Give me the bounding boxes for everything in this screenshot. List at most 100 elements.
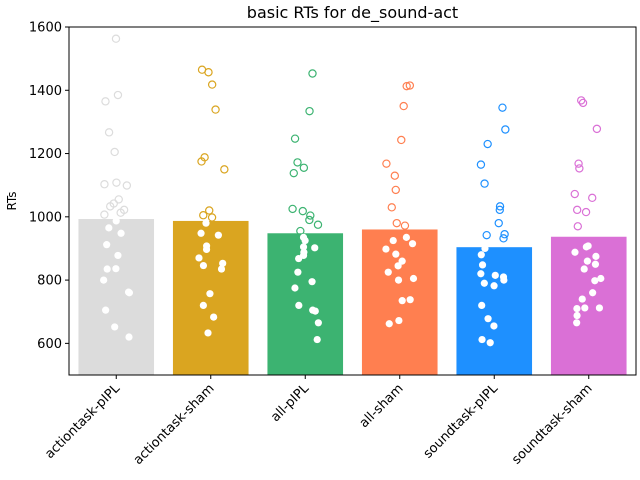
data-point (125, 333, 133, 341)
data-point (578, 295, 586, 303)
data-point (103, 241, 111, 249)
data-point (291, 284, 299, 292)
data-point (204, 68, 213, 77)
data-point (113, 90, 123, 100)
data-point (114, 195, 123, 204)
x-tick-label: actiontask-sham (131, 381, 218, 468)
data-point (219, 259, 227, 267)
data-point (106, 202, 115, 211)
data-point (290, 134, 300, 143)
data-point (100, 276, 108, 284)
data-point (405, 81, 415, 90)
axes-frame (68, 26, 637, 376)
data-point (112, 178, 121, 187)
data-point (397, 135, 406, 145)
data-point (125, 289, 134, 297)
x-tick-label: soundtask-sham (509, 381, 595, 467)
chart-title: basic RTs for de_sound-act (247, 3, 458, 23)
data-point (207, 213, 217, 222)
data-point (296, 226, 305, 236)
data-point (477, 251, 485, 259)
data-point (408, 240, 417, 248)
y-tick-label: 600 (37, 337, 62, 352)
data-point (311, 307, 319, 315)
data-point (102, 306, 110, 314)
y-tick-label: 1200 (29, 147, 62, 162)
data-point (112, 265, 120, 273)
data-point (478, 301, 486, 309)
data-point (402, 81, 411, 91)
data-point (500, 230, 509, 239)
data-point (100, 210, 109, 219)
x-tick-label: actiontask-pIPL (42, 381, 123, 462)
data-point (295, 301, 303, 309)
data-point (301, 236, 309, 245)
data-point (498, 103, 507, 112)
data-point (211, 105, 220, 114)
data-point (389, 236, 397, 245)
data-point (501, 125, 510, 134)
data-point (289, 168, 298, 178)
data-point (582, 243, 590, 251)
data-point (313, 335, 321, 344)
bar (172, 220, 249, 375)
data-point (478, 261, 487, 269)
data-point (391, 185, 400, 195)
data-point (491, 271, 499, 279)
bar (550, 236, 627, 375)
data-point (578, 98, 588, 108)
data-point (402, 233, 410, 241)
data-point (122, 181, 132, 190)
data-point (476, 160, 486, 169)
y-tick-label: 1400 (29, 84, 62, 99)
data-point (298, 206, 307, 216)
data-point (199, 211, 208, 220)
data-point (313, 220, 323, 229)
data-point (398, 297, 406, 305)
data-point (574, 159, 583, 168)
data-point (392, 218, 401, 228)
data-point (592, 252, 600, 260)
data-point (217, 265, 226, 273)
data-point (581, 304, 589, 312)
data-point (204, 329, 212, 337)
y-tick-label: 1000 (29, 210, 62, 225)
data-point (103, 265, 111, 273)
data-point (589, 289, 597, 297)
data-point (592, 124, 602, 134)
data-point (395, 316, 403, 325)
data-point (406, 296, 414, 304)
data-point (394, 276, 403, 284)
data-point (305, 215, 314, 225)
data-point (591, 260, 600, 268)
data-point (495, 202, 505, 211)
data-point (394, 262, 402, 270)
data-point (494, 218, 503, 228)
data-point (597, 274, 605, 283)
data-point (311, 244, 319, 252)
data-point (575, 164, 584, 173)
data-point (314, 319, 322, 327)
data-point (299, 243, 308, 251)
data-point (486, 339, 494, 347)
data-point (573, 319, 581, 327)
data-point (400, 221, 410, 230)
data-point (105, 224, 113, 232)
data-point (588, 193, 597, 203)
data-point (202, 219, 210, 227)
data-point (583, 257, 591, 265)
data-point (308, 69, 317, 78)
data-point (117, 229, 125, 237)
data-point (490, 282, 498, 290)
data-point (483, 139, 492, 149)
data-point (392, 250, 400, 258)
data-point (206, 290, 214, 298)
data-point (382, 245, 390, 253)
data-point (205, 206, 214, 215)
data-point (576, 96, 586, 105)
data-point (387, 203, 396, 212)
data-point (288, 204, 297, 214)
data-point (104, 128, 114, 137)
data-point (199, 301, 207, 309)
